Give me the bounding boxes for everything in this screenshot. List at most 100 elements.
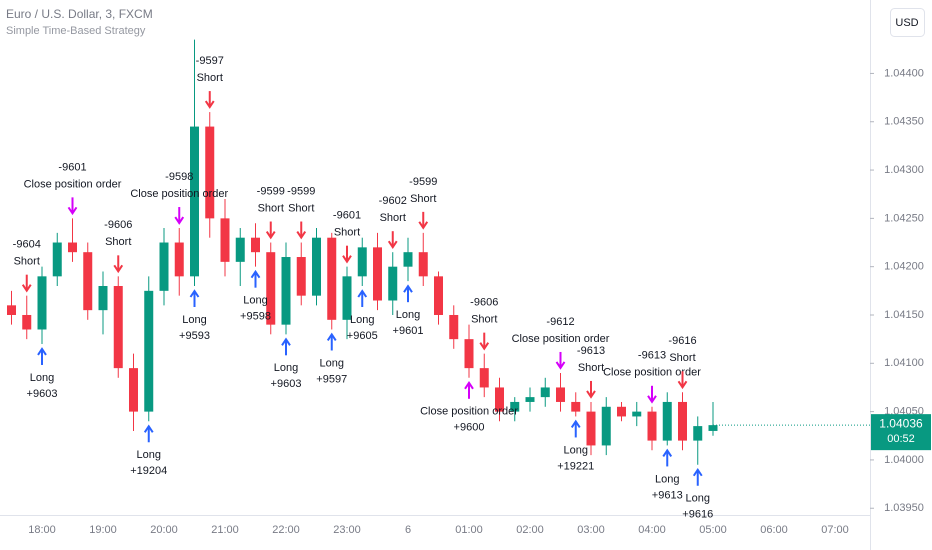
signal-pnl: -9601 xyxy=(333,210,361,222)
signal-pnl: +9613 xyxy=(652,489,683,501)
x-tick-label: 22:00 xyxy=(272,524,300,536)
signal-pnl: -9601 xyxy=(58,161,86,173)
x-tick-label: 18:00 xyxy=(28,524,56,536)
candle-body xyxy=(357,247,367,277)
signal-kind: Long xyxy=(182,314,206,326)
candle-body xyxy=(586,411,596,446)
signal-arrowhead xyxy=(174,216,185,225)
signal-kind: Long xyxy=(350,314,374,326)
signal-pnl: -9612 xyxy=(546,316,574,328)
signal-kind: Short xyxy=(380,212,406,224)
candle-body xyxy=(190,126,199,277)
signal-kind: Close position order xyxy=(603,367,701,379)
signal-pnl: -9599 xyxy=(409,176,437,188)
signal-arrowhead xyxy=(204,100,215,109)
candle-body xyxy=(144,290,154,412)
x-tick-label: 02:00 xyxy=(516,524,544,536)
signal-arrowhead xyxy=(189,289,200,298)
x-tick-label: 05:00 xyxy=(699,524,727,536)
x-tick-label: 6 xyxy=(405,524,411,536)
candle-body xyxy=(617,406,626,417)
signal-kind: Close position order xyxy=(130,188,228,200)
signal-pnl: -9616 xyxy=(668,335,696,347)
signal-arrowhead xyxy=(677,380,688,390)
signal-kind: Long xyxy=(655,473,679,485)
y-tick-label: 1.04150 xyxy=(884,309,924,321)
signal-kind: Long xyxy=(396,309,420,321)
signal-arrowhead xyxy=(387,240,398,249)
candle-body xyxy=(83,252,93,311)
signal-pnl: -9598 xyxy=(165,171,193,183)
signal-kind: Short xyxy=(410,193,436,205)
currency-button[interactable] xyxy=(890,8,925,37)
signal-pnl: +9605 xyxy=(347,330,378,342)
candle-body xyxy=(464,339,474,369)
signal-pnl: +9600 xyxy=(454,422,485,434)
signal-arrowhead xyxy=(37,347,47,356)
candle-body xyxy=(632,411,642,417)
candle-body xyxy=(7,305,16,315)
candle-body xyxy=(403,252,413,267)
signal-arrowhead xyxy=(21,284,32,293)
signal-arrowhead xyxy=(296,230,307,240)
x-tick-label: 19:00 xyxy=(89,524,117,536)
strategy-name: Simple Time-Based Strategy xyxy=(6,25,146,37)
candle-body xyxy=(296,257,306,296)
last-price-badge xyxy=(871,414,931,451)
candle-body xyxy=(113,286,123,369)
candle-body xyxy=(251,237,260,253)
x-tick-label: 07:00 xyxy=(821,524,849,536)
y-tick-label: 1.04100 xyxy=(884,357,924,369)
candle-body xyxy=(388,266,398,301)
signal-kind: Close position order xyxy=(420,406,518,418)
signal-kind: Short xyxy=(471,314,497,326)
signal-arrowhead xyxy=(570,419,581,428)
last-price-label: 1.04036 xyxy=(879,416,923,430)
candle-body xyxy=(266,252,276,325)
x-tick-label: 21:00 xyxy=(211,524,239,536)
currency-label[interactable]: USD xyxy=(895,17,918,29)
signal-arrowhead xyxy=(479,342,490,351)
signal-arrowhead xyxy=(403,284,413,293)
x-tick-label: 01:00 xyxy=(455,524,483,536)
candle-body xyxy=(52,242,62,277)
signal-kind: Long xyxy=(686,493,710,505)
y-tick-label: 1.03950 xyxy=(884,502,924,514)
signal-pnl: -9597 xyxy=(196,55,224,67)
signal-kind: Short xyxy=(105,236,131,248)
candle-body xyxy=(373,247,382,301)
signal-pnl: +9601 xyxy=(393,325,424,337)
candle-body xyxy=(601,406,611,446)
signal-pnl: -9599 xyxy=(287,185,315,197)
signal-arrowhead xyxy=(586,390,596,399)
signal-arrowhead xyxy=(418,221,429,230)
candle-body xyxy=(37,276,47,330)
signal-kind: Short xyxy=(197,72,223,84)
candle-body xyxy=(693,426,703,441)
signal-kind: Long xyxy=(320,357,344,369)
signal-arrowhead xyxy=(143,424,154,433)
signal-kind: Short xyxy=(288,202,314,214)
candle-body xyxy=(22,314,32,330)
candle-body xyxy=(68,242,77,253)
candle-body xyxy=(281,257,291,325)
signal-kind: Short xyxy=(14,256,40,268)
candle-body xyxy=(662,401,672,441)
signal-kind: Short xyxy=(334,227,360,239)
candle-body xyxy=(571,401,581,412)
signal-pnl: +9603 xyxy=(27,388,58,400)
signal-kind: Long xyxy=(274,362,298,374)
signal-pnl: +9616 xyxy=(682,509,713,521)
candle-body xyxy=(647,411,657,441)
candle-body xyxy=(540,387,550,398)
signal-arrowhead xyxy=(692,467,703,477)
signal-kind: Long xyxy=(137,449,161,461)
signal-arrowhead xyxy=(464,380,474,390)
x-tick-label: 06:00 xyxy=(760,524,788,536)
signal-pnl: -9599 xyxy=(257,185,285,197)
signal-pnl: -9606 xyxy=(104,219,132,231)
signal-arrowhead xyxy=(662,448,673,457)
candle-body xyxy=(129,368,138,412)
candle-body xyxy=(312,237,321,296)
